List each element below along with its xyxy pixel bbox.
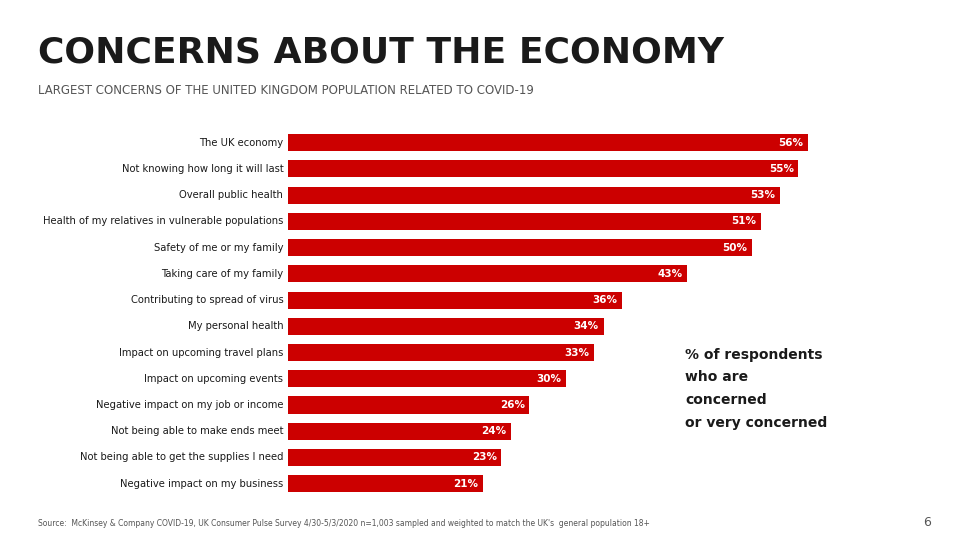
Bar xyxy=(288,239,752,256)
Text: Not being able to get the supplies I need: Not being able to get the supplies I nee… xyxy=(80,453,283,462)
Text: 43%: 43% xyxy=(658,269,683,279)
Text: 30%: 30% xyxy=(537,374,562,384)
Text: Safety of me or my family: Safety of me or my family xyxy=(154,242,283,253)
Text: 55%: 55% xyxy=(769,164,794,174)
Text: 34%: 34% xyxy=(574,321,599,332)
Bar xyxy=(288,475,483,492)
Text: Negative impact on my job or income: Negative impact on my job or income xyxy=(96,400,283,410)
Bar xyxy=(288,344,594,361)
Text: Overall public health: Overall public health xyxy=(180,190,283,200)
Bar xyxy=(288,449,501,466)
Text: 50%: 50% xyxy=(722,242,747,253)
Text: 6: 6 xyxy=(924,516,931,529)
Text: 56%: 56% xyxy=(778,138,803,148)
Bar xyxy=(288,213,761,230)
Text: 23%: 23% xyxy=(471,453,497,462)
Text: Impact on upcoming travel plans: Impact on upcoming travel plans xyxy=(119,348,283,357)
Bar xyxy=(288,134,807,151)
Bar xyxy=(288,265,687,282)
Bar xyxy=(288,292,622,309)
Text: Contributing to spread of virus: Contributing to spread of virus xyxy=(131,295,283,305)
Bar xyxy=(288,423,511,440)
Bar xyxy=(288,160,799,178)
Text: 33%: 33% xyxy=(564,348,589,357)
Text: Source:  McKinsey & Company COVID-19, UK Consumer Pulse Survey 4/30-5/3/2020 n=1: Source: McKinsey & Company COVID-19, UK … xyxy=(38,519,650,528)
Bar xyxy=(288,370,566,387)
Text: Health of my relatives in vulnerable populations: Health of my relatives in vulnerable pop… xyxy=(43,217,283,226)
Text: % of respondents
who are
concerned
or very concerned: % of respondents who are concerned or ve… xyxy=(685,348,828,430)
Text: 36%: 36% xyxy=(592,295,617,305)
Text: CONCERNS ABOUT THE ECONOMY: CONCERNS ABOUT THE ECONOMY xyxy=(38,35,724,69)
Text: 24%: 24% xyxy=(481,426,506,436)
Bar xyxy=(288,396,529,414)
Text: 26%: 26% xyxy=(499,400,524,410)
Text: The UK economy: The UK economy xyxy=(200,138,283,148)
Text: My personal health: My personal health xyxy=(188,321,283,332)
Text: Impact on upcoming events: Impact on upcoming events xyxy=(144,374,283,384)
Text: LARGEST CONCERNS OF THE UNITED KINGDOM POPULATION RELATED TO COVID-19: LARGEST CONCERNS OF THE UNITED KINGDOM P… xyxy=(38,84,535,97)
Text: Negative impact on my business: Negative impact on my business xyxy=(120,478,283,489)
Text: Taking care of my family: Taking care of my family xyxy=(161,269,283,279)
Text: Not knowing how long it will last: Not knowing how long it will last xyxy=(122,164,283,174)
Text: 21%: 21% xyxy=(453,478,478,489)
Text: Not being able to make ends meet: Not being able to make ends meet xyxy=(110,426,283,436)
Text: 53%: 53% xyxy=(750,190,776,200)
Bar xyxy=(288,187,780,204)
Text: 51%: 51% xyxy=(732,217,756,226)
Bar xyxy=(288,318,604,335)
